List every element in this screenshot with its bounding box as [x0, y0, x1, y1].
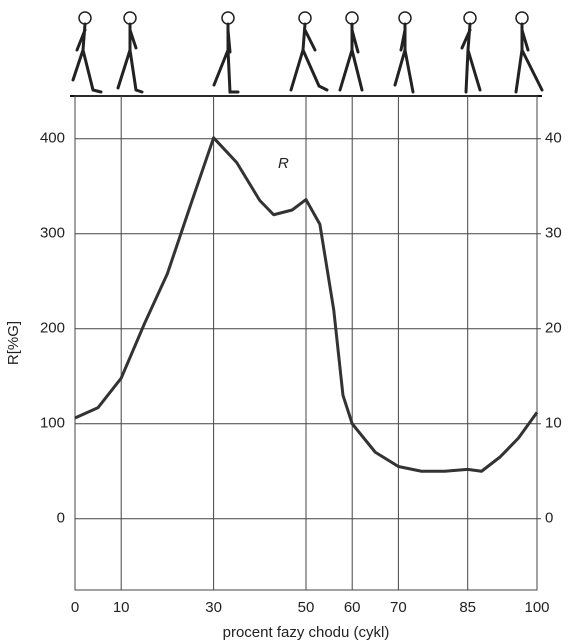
- x-tick-label: 100: [524, 599, 549, 616]
- x-tick-label: 85: [459, 599, 476, 616]
- chart: procent fazy chodu (cykl) R[%G] R 010020…: [0, 0, 568, 643]
- y-axis-label: R[%G]: [5, 321, 22, 365]
- x-tick-label: 60: [344, 599, 361, 616]
- y-tick-label: 0: [57, 510, 65, 527]
- y2-tick-label: 30: [545, 225, 562, 242]
- x-tick-label: 0: [71, 599, 79, 616]
- y2-tick-label: 0: [545, 510, 553, 527]
- walking-figures: [73, 12, 542, 92]
- y-tick-label: 400: [40, 130, 65, 147]
- y2-tick-label: 10: [545, 415, 562, 432]
- x-tick-label: 50: [298, 599, 315, 616]
- y2-tick-label: 40: [545, 130, 562, 147]
- x-tick-label: 10: [113, 599, 130, 616]
- x-tick-label: 30: [205, 599, 222, 616]
- y2-tick-label: 20: [545, 320, 562, 337]
- y-tick-label: 300: [40, 225, 65, 242]
- y-tick-label: 100: [40, 415, 65, 432]
- x-tick-label: 70: [390, 599, 407, 616]
- annotation: R: [278, 155, 289, 172]
- x-axis-label: procent fazy chodu (cykl): [223, 624, 390, 641]
- y-tick-label: 200: [40, 320, 65, 337]
